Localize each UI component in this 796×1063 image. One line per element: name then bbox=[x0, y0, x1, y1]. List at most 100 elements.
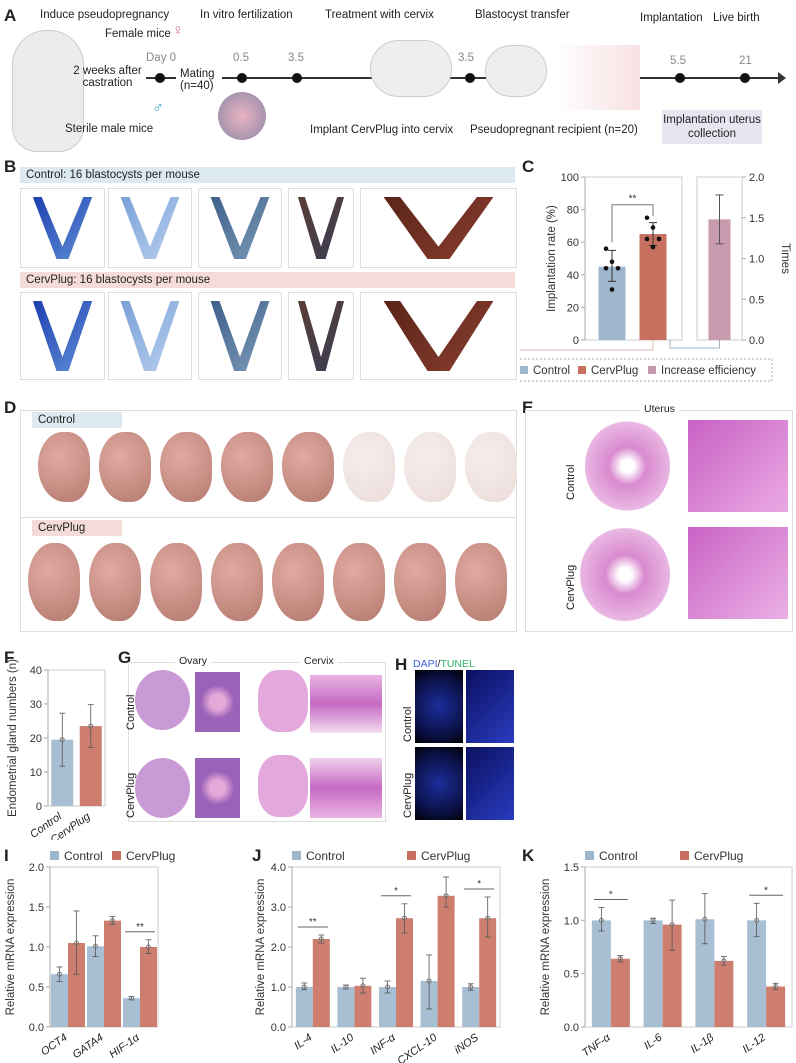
panel-label-h: H bbox=[395, 655, 408, 674]
pup-image bbox=[333, 543, 385, 621]
implant-label: Implant CervPlug into cervix bbox=[310, 124, 454, 136]
connector-line bbox=[669, 340, 720, 349]
data-point bbox=[426, 978, 432, 984]
y-tick-label: 4.0 bbox=[271, 862, 286, 874]
bar bbox=[104, 920, 121, 1027]
divider bbox=[21, 517, 516, 518]
slash: / bbox=[437, 658, 441, 670]
data-point bbox=[773, 983, 779, 989]
step-ivf: In vitro fertilization bbox=[200, 9, 293, 21]
uterus-zoom-image bbox=[688, 527, 788, 619]
mouse-illustration bbox=[12, 30, 84, 152]
day-label: 5.5 bbox=[670, 55, 686, 67]
pup-image bbox=[221, 432, 273, 502]
pup-image bbox=[404, 432, 456, 502]
legend-label: CervPlug bbox=[694, 849, 743, 863]
uterus-image bbox=[108, 188, 192, 268]
bar bbox=[591, 920, 611, 1027]
data-point bbox=[644, 236, 650, 242]
legend-box bbox=[520, 358, 773, 382]
legend-swatch bbox=[680, 851, 689, 860]
x-tick-label: IL-10 bbox=[329, 1031, 357, 1056]
data-point bbox=[88, 723, 94, 729]
data-point bbox=[146, 944, 151, 950]
significance-marker: * bbox=[609, 890, 613, 901]
legend-swatch bbox=[585, 851, 594, 860]
data-point bbox=[617, 956, 623, 962]
y-tick-label: 0.5 bbox=[749, 294, 764, 306]
data-point bbox=[360, 983, 366, 989]
timeline-dot bbox=[465, 73, 475, 83]
ovary-image bbox=[135, 670, 190, 730]
bar bbox=[123, 998, 140, 1027]
data-point bbox=[603, 265, 609, 271]
bar bbox=[708, 219, 731, 340]
step-implantation: Implantation bbox=[640, 12, 703, 24]
bar bbox=[354, 985, 372, 1027]
y-tick-label: 30 bbox=[30, 699, 42, 711]
data-point bbox=[129, 995, 134, 1001]
pup-image bbox=[272, 543, 324, 621]
uterus-shape bbox=[32, 197, 93, 259]
bar bbox=[695, 919, 715, 1027]
step-induce-pseudopregnancy: Induce pseudopregnancy bbox=[40, 9, 170, 21]
tunel-label: TUNEL bbox=[440, 658, 475, 670]
legend-swatch bbox=[292, 851, 301, 860]
cervix-zoom-image bbox=[310, 758, 382, 818]
timeline-segment bbox=[222, 77, 507, 79]
bar bbox=[747, 920, 767, 1027]
uterus-shape bbox=[120, 301, 180, 371]
y-tick-label: 100 bbox=[561, 172, 579, 184]
pup-image bbox=[160, 432, 212, 502]
data-point bbox=[609, 259, 615, 265]
data-point bbox=[721, 958, 727, 964]
y-tick-label: 0.0 bbox=[749, 335, 764, 347]
pup-image bbox=[99, 432, 151, 502]
data-point bbox=[402, 915, 407, 921]
panel-label-g: G bbox=[118, 648, 132, 667]
bar bbox=[662, 924, 682, 1027]
uterus-shape bbox=[120, 197, 180, 259]
y-axis-label-right: Times bbox=[779, 243, 791, 274]
legend-label: CervPlug bbox=[591, 365, 638, 377]
y-tick-label: 0.0 bbox=[564, 1022, 579, 1034]
day-label: 21 bbox=[739, 55, 752, 67]
pup-image bbox=[38, 432, 90, 502]
panel-label-b: B bbox=[4, 157, 17, 176]
recipient-label: Pseudopregnant recipient (n=20) bbox=[470, 124, 638, 136]
bar bbox=[79, 726, 102, 806]
uterus-image bbox=[360, 292, 517, 380]
pup-image bbox=[394, 543, 446, 621]
panel-label-j: J bbox=[252, 846, 262, 865]
bar bbox=[479, 918, 497, 1027]
legend-swatch bbox=[407, 851, 416, 860]
male-icon: ♂ bbox=[152, 100, 164, 117]
chart-k: 0.0 0.5 1.0 1.5 Relative mRNA expression * TNF… bbox=[540, 849, 793, 1059]
pup-image bbox=[455, 543, 507, 621]
legend-label: CervPlug bbox=[421, 849, 470, 863]
cervplug-banner: CervPlug: 16 blastocysts per mouse bbox=[20, 272, 515, 288]
panel-label-d: D bbox=[4, 398, 17, 417]
pup-image bbox=[282, 432, 334, 502]
timeline-dot bbox=[292, 73, 302, 83]
data-point bbox=[468, 984, 474, 990]
x-tick-label: GATA4 bbox=[71, 1032, 106, 1062]
uterus-image bbox=[198, 292, 282, 380]
y-tick-label: 0.0 bbox=[29, 1022, 44, 1034]
blastocyst-illustration bbox=[555, 45, 640, 110]
mouse-illustration bbox=[485, 45, 547, 97]
pup-image bbox=[150, 543, 202, 621]
row-label-cervplug: CervPlug bbox=[402, 772, 414, 818]
data-point bbox=[609, 287, 615, 292]
step-blastocyst-transfer: Blastocyst transfer bbox=[475, 9, 570, 21]
data-point bbox=[110, 918, 115, 924]
row-label-cervplug: CervPlug bbox=[565, 564, 577, 610]
data-point bbox=[74, 940, 79, 946]
uterus-shape bbox=[297, 197, 345, 259]
legend-label: Control bbox=[306, 849, 345, 863]
ovary-title: Ovary bbox=[175, 655, 212, 667]
ovary-zoom-image bbox=[195, 758, 240, 818]
y-tick-label: 0.5 bbox=[29, 982, 44, 994]
uterus-image bbox=[198, 188, 282, 268]
uterus-image bbox=[360, 188, 517, 268]
